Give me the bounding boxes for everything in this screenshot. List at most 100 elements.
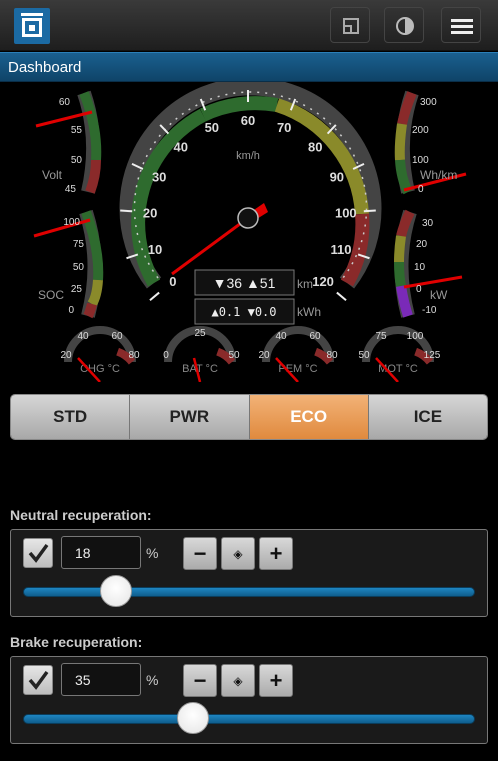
speed-tick-label: 80 xyxy=(308,140,322,155)
speed-hub xyxy=(237,207,259,229)
speed-tick-mark xyxy=(363,209,376,213)
speed-tick-label: 100 xyxy=(335,205,357,220)
kw-label: kW xyxy=(430,288,448,302)
odo-box-2 xyxy=(194,298,295,325)
nav-bar: Dashboard xyxy=(0,52,498,82)
neutral-slider-track[interactable] xyxy=(23,587,475,597)
soc-tick-75: 75 xyxy=(73,239,85,250)
speed-tick-label: 50 xyxy=(205,120,219,135)
soc-tick-50: 50 xyxy=(73,262,85,273)
whkm-tick-100: 100 xyxy=(412,155,429,166)
odo-unit-km: km xyxy=(297,277,313,291)
temp-gauge-needle xyxy=(192,357,202,382)
volt-tick-45: 45 xyxy=(65,184,77,195)
temp-tick-label: 50 xyxy=(228,350,240,361)
speed-tick-mark xyxy=(120,209,133,213)
temp-gauge-hot-zone xyxy=(216,347,236,365)
temp-tick-label: 50 xyxy=(358,350,370,361)
temp-tick-label: 40 xyxy=(275,331,287,342)
volt-label: Volt xyxy=(42,168,63,182)
temp-tick-label: 20 xyxy=(60,350,72,361)
neutral-increment-button[interactable]: + xyxy=(259,537,293,570)
kw-tick-20: 20 xyxy=(416,239,428,250)
check-icon xyxy=(28,670,49,690)
temp-tick-label: 80 xyxy=(326,350,338,361)
neutral-reset-button[interactable]: ◈ xyxy=(221,537,255,570)
whkm-tick-0: 0 xyxy=(418,184,424,195)
diamond-icon: ◈ xyxy=(233,674,243,688)
neutral-decrement-button[interactable]: − xyxy=(183,537,217,570)
neutral-unit: % xyxy=(146,545,159,561)
soc-tick-25: 25 xyxy=(71,284,83,295)
volt-gauge xyxy=(35,90,102,194)
mode-pwr-button[interactable]: PWR xyxy=(130,395,250,439)
menu-button[interactable] xyxy=(441,7,481,43)
diamond-icon: ◈ xyxy=(233,547,243,561)
speed-tick-mark xyxy=(326,124,337,135)
speed-tick-mark xyxy=(336,291,347,302)
speed-tick-label: 20 xyxy=(143,205,157,220)
temp-gauge-label: BAT °C xyxy=(182,363,218,375)
temp-tick-label: 80 xyxy=(128,350,140,361)
temp-gauge-needle xyxy=(77,357,101,382)
temp-tick-label: 125 xyxy=(424,350,441,361)
temp-gauge-arc xyxy=(362,326,434,363)
temperature-gauges: 20 40 60 80 CHG °C 0 25 50 BAT °C 20 40 60 80 PEM °C 5… xyxy=(60,326,441,382)
temp-tick-label: 25 xyxy=(194,328,206,339)
mode-std-button[interactable]: STD xyxy=(11,395,131,439)
odo-energy: ▲0.1 ▼0.0 xyxy=(211,305,276,319)
volt-tick-55: 55 xyxy=(71,125,83,136)
brake-unit: % xyxy=(146,672,159,688)
speed-tick-label: 10 xyxy=(148,242,162,257)
brake-recuperation-checkbox[interactable] xyxy=(23,665,53,695)
temp-tick-label: 100 xyxy=(407,331,424,342)
kw-gauge xyxy=(394,209,463,318)
brake-increment-button[interactable]: + xyxy=(259,664,293,697)
speed-tick-mark xyxy=(352,162,365,170)
speed-tick-label: 30 xyxy=(152,170,166,185)
brake-slider-thumb[interactable] xyxy=(177,702,210,734)
brake-slider-track[interactable] xyxy=(23,714,475,724)
temp-gauge-arc xyxy=(64,326,136,363)
speed-tick-mark xyxy=(199,98,207,111)
whkm-tick-300: 300 xyxy=(420,97,437,108)
temp-gauge-hot-zone xyxy=(414,347,434,365)
temp-tick-label: 75 xyxy=(375,331,387,342)
contrast-button[interactable] xyxy=(384,7,424,43)
logo-mark xyxy=(22,18,42,37)
temp-gauge-label: PEM °C xyxy=(278,363,317,375)
contrast-icon xyxy=(396,17,414,35)
speed-tick-group: 0 10 20 30 40 50 60 70 80 90 100 110 120 xyxy=(120,90,376,302)
temp-gauge-arc xyxy=(164,326,236,363)
speed-tick-label: 110 xyxy=(331,242,352,257)
speed-tick-label: 60 xyxy=(241,113,255,128)
temp-tick-label: 20 xyxy=(258,350,270,361)
neutral-slider-thumb[interactable] xyxy=(100,575,133,607)
top-bar xyxy=(0,0,498,51)
app-logo[interactable] xyxy=(14,8,50,44)
brake-recuperation-input[interactable]: 35 xyxy=(61,663,141,696)
speedometer xyxy=(119,82,382,289)
temp-gauge-needle xyxy=(375,357,399,382)
speed-tick-label: 0 xyxy=(169,274,176,289)
soc-tick-0: 0 xyxy=(68,305,74,316)
kw-tick-0: 0 xyxy=(416,284,422,295)
speed-tick-mark xyxy=(126,253,139,260)
brake-reset-button[interactable]: ◈ xyxy=(221,664,255,697)
neutral-recuperation-input[interactable]: 18 xyxy=(61,536,141,569)
odo-trip: ▼36 ▲51 xyxy=(213,275,276,291)
temp-gauge-label: CHG °C xyxy=(80,363,120,375)
odo-unit-kwh: kWh xyxy=(297,305,321,319)
odo-box-1 xyxy=(194,269,295,296)
window-button[interactable] xyxy=(330,7,370,43)
mode-eco-button[interactable]: ECO xyxy=(249,395,369,439)
whkm-tick-200: 200 xyxy=(412,125,429,136)
kw-tick-minus10: -10 xyxy=(422,305,437,316)
brake-decrement-button[interactable]: − xyxy=(183,664,217,697)
neutral-recuperation-checkbox[interactable] xyxy=(23,538,53,568)
temp-gauge-needle xyxy=(275,357,299,382)
soc-label: SOC xyxy=(38,288,64,302)
neutral-recuperation-label: Neutral recuperation: xyxy=(10,507,152,523)
mode-ice-button[interactable]: ICE xyxy=(368,395,487,439)
